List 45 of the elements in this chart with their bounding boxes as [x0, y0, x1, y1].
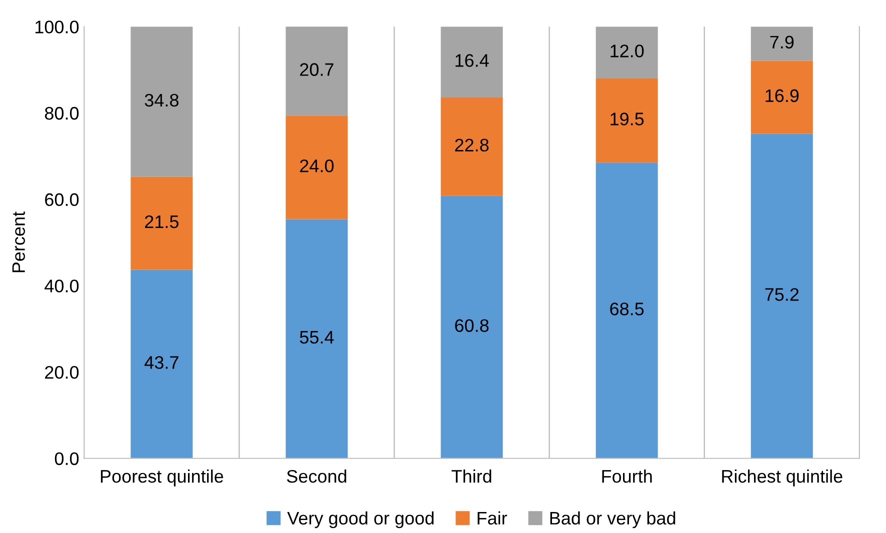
y-tick-label: 0.0	[54, 452, 79, 466]
legend-label: Fair	[478, 511, 508, 525]
bar	[750, 26, 813, 61]
x-tick-label: Third	[452, 469, 492, 483]
data-label: 20.7	[300, 63, 334, 76]
data-label: 21.5	[145, 215, 179, 228]
data-label: 34.8	[144, 94, 178, 107]
y-tick-label: 60.0	[45, 193, 79, 206]
data-label: 22.8	[455, 138, 489, 152]
data-label: 19.5	[610, 112, 644, 126]
x-tick-label: Fourth	[602, 469, 652, 483]
bar	[286, 116, 348, 220]
legend-label: Bad or very bad	[550, 511, 676, 528]
bar	[286, 26, 348, 116]
data-label: 12.0	[610, 44, 644, 58]
x-tick-label: Poorest quintile	[100, 469, 224, 486]
x-tick-label: Richest quintile	[722, 469, 842, 486]
data-label: 75.2	[765, 288, 799, 301]
data-label: 68.5	[610, 302, 644, 316]
bar	[750, 134, 813, 458]
bar	[130, 176, 193, 270]
bar	[596, 162, 658, 458]
y-tick-label: 100.0	[36, 20, 79, 34]
data-label: 24.0	[300, 159, 334, 172]
bar	[130, 26, 193, 177]
bar	[596, 78, 658, 163]
data-label: 43.7	[144, 356, 178, 369]
bar	[440, 26, 503, 98]
data-label: 16.4	[456, 54, 489, 67]
bar	[286, 219, 348, 458]
bar	[750, 60, 813, 134]
y-tick-label: 40.0	[44, 280, 79, 292]
bar	[130, 270, 193, 458]
data-label: 55.4	[300, 331, 334, 344]
y-axis-title: Percent	[12, 212, 26, 272]
y-tick-label: 20.0	[45, 366, 79, 379]
y-tick-label: 80.0	[44, 106, 79, 120]
bar	[440, 196, 503, 458]
legend-label: Very good or good	[287, 511, 434, 528]
data-label: 16.9	[766, 89, 799, 102]
bar	[596, 26, 658, 78]
x-tick-label: Second	[286, 469, 346, 483]
data-label: 60.8	[455, 319, 489, 332]
bar	[440, 97, 503, 196]
data-label: 7.9	[770, 36, 794, 49]
